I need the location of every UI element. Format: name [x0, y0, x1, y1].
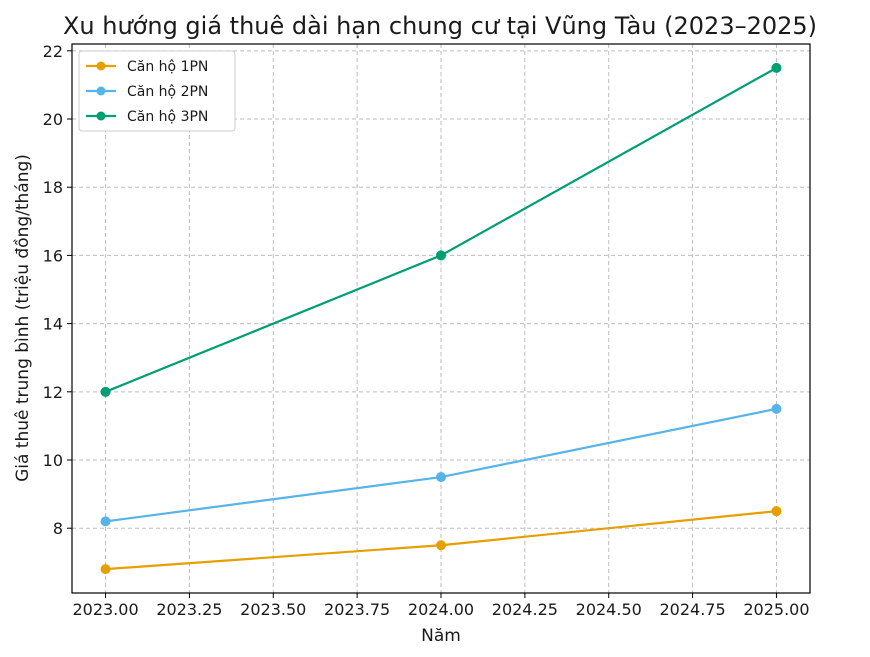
- x-tick-label: 2023.25: [156, 600, 222, 619]
- data-point: [100, 516, 111, 527]
- chart-title: Xu hướng giá thuê dài hạn chung cư tại V…: [63, 12, 817, 40]
- legend-swatch-marker: [96, 86, 106, 96]
- y-tick-label: 10: [43, 451, 63, 470]
- data-point: [436, 472, 446, 483]
- y-tick-label: 22: [43, 42, 63, 61]
- x-tick-label: 2023.75: [324, 600, 390, 619]
- x-tick-label: 2023.50: [240, 600, 306, 619]
- legend-label: Căn hộ 2PN: [127, 84, 208, 100]
- y-tick-label: 14: [43, 315, 63, 334]
- x-tick-label: 2024.00: [408, 600, 474, 619]
- y-tick-label: 20: [43, 110, 63, 129]
- x-tick-label: 2024.75: [660, 600, 726, 619]
- data-point: [100, 386, 111, 397]
- data-point: [771, 506, 782, 517]
- y-axis-label: Giá thuê trung bình (triệu đồng/tháng): [12, 154, 33, 482]
- data-point: [771, 403, 782, 414]
- series-layer: [100, 62, 782, 575]
- x-axis-label: Năm: [421, 626, 461, 646]
- y-tick-label: 12: [43, 383, 63, 402]
- x-tick-label: 2023.00: [72, 600, 138, 619]
- series-line: [105, 510, 777, 571]
- legend: Căn hộ 1PN Căn hộ 2PN Căn hộ 3PN: [78, 50, 236, 132]
- x-tick-label: 2024.25: [492, 600, 558, 619]
- data-point: [771, 62, 782, 73]
- data-point: [436, 540, 446, 551]
- tick-layer: 2023.00 2023.25 2023.50 2023.75 2024.00 2024.…: [43, 42, 810, 619]
- legend-swatch-marker: [96, 111, 106, 121]
- y-tick-label: 16: [43, 246, 63, 265]
- y-tick-label: 8: [53, 519, 63, 538]
- x-tick-label: 2025.00: [743, 600, 809, 619]
- data-point: [100, 564, 111, 575]
- x-tick-label: 2024.50: [576, 600, 642, 619]
- legend-box: [78, 50, 236, 132]
- legend-label: Căn hộ 3PN: [127, 109, 208, 125]
- legend-label: Căn hộ 1PN: [127, 59, 208, 75]
- y-tick-label: 18: [43, 178, 63, 197]
- legend-swatch-marker: [96, 61, 106, 71]
- data-point: [436, 250, 446, 261]
